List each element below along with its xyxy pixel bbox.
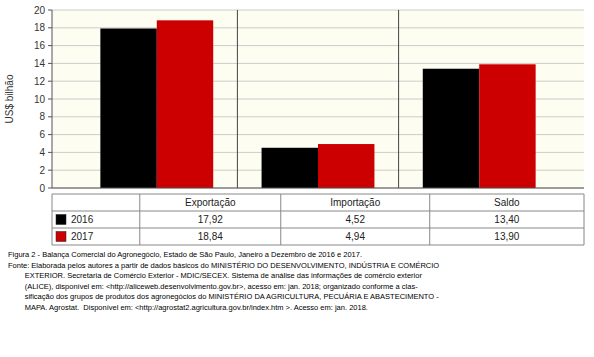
bar	[479, 64, 535, 188]
grid-line	[52, 10, 584, 11]
category-label: Saldo	[494, 197, 520, 208]
tick-label: 2	[39, 165, 45, 176]
tick-mark	[48, 188, 52, 189]
table-rule	[52, 245, 584, 246]
grid-line	[52, 188, 584, 189]
bar	[100, 29, 156, 188]
table-rule	[52, 211, 584, 212]
data-label: 17,92	[198, 214, 223, 225]
tick-mark	[48, 170, 52, 171]
tick-label: 0	[39, 183, 45, 194]
tick-label: 12	[34, 76, 46, 87]
tick-label: 18	[34, 22, 46, 33]
legend-label: 2017	[71, 231, 94, 242]
chart: 0 2 4 6 8 10 12 14 16 18 20 US$ bilhão Exportação Imp…	[0, 0, 594, 357]
tick-label: 16	[34, 40, 46, 51]
table-rule	[139, 194, 140, 245]
tick-label: 14	[34, 58, 46, 69]
tick-label: 10	[34, 94, 46, 105]
annotation: sificação dos grupos de produtos dos agr…	[8, 292, 439, 301]
bar	[318, 144, 374, 188]
table-rule	[52, 194, 53, 245]
tick-label: 6	[39, 129, 45, 140]
table-rule	[52, 194, 584, 195]
data-label: 13,40	[494, 214, 519, 225]
annotation: EXTERIOR. Secretaria de Comércio Exterio…	[8, 271, 422, 280]
category-label: Exportação	[185, 197, 236, 208]
annotation: MAPA. Agrostat. Disponível em: <http://a…	[8, 303, 368, 312]
tick-mark	[48, 134, 52, 135]
annotation: (ALICE), disponível em: <http://aliceweb…	[8, 282, 418, 291]
data-table: Exportação Importação Saldo 2016 17,92 4,52 13…	[52, 194, 584, 245]
bar	[423, 69, 479, 188]
legend-swatch	[56, 215, 66, 225]
x-axis-line	[52, 188, 584, 189]
table-rule	[429, 194, 430, 245]
tick-mark	[48, 45, 52, 46]
group-divider	[237, 10, 238, 188]
tick-mark	[48, 116, 52, 117]
tick-label: 8	[39, 111, 45, 122]
tick-mark	[48, 27, 52, 28]
axis-label: US$ bilhão	[4, 74, 15, 123]
tick-mark	[48, 63, 52, 64]
annotation: Fonte: Elaborada pelos autores a partir …	[8, 261, 439, 270]
tick-mark	[48, 99, 52, 100]
data-label: 13,90	[494, 231, 519, 242]
data-label: 18,84	[198, 231, 223, 242]
annotation: Figura 2 - Balança Comercial do Agronegó…	[8, 250, 362, 259]
table-rule	[280, 194, 281, 245]
legend-label: 2016	[71, 214, 94, 225]
bars	[100, 20, 535, 188]
y-axis-line	[52, 10, 53, 188]
y-axis: 0 2 4 6 8 10 12 14 16 18 20	[34, 5, 584, 194]
bar	[262, 148, 318, 188]
data-label: 4,94	[346, 231, 366, 242]
caption: Figura 2 - Balança Comercial do Agronegó…	[8, 250, 439, 312]
tick-mark	[48, 81, 52, 82]
grid-line	[52, 27, 584, 28]
tick-mark	[48, 10, 52, 11]
tick-mark	[48, 152, 52, 153]
category-label: Importação	[330, 197, 380, 208]
data-label: 4,52	[346, 214, 366, 225]
tick-label: 4	[39, 147, 45, 158]
table-rule	[584, 194, 585, 245]
legend-swatch	[56, 232, 66, 242]
tick-label: 20	[34, 5, 46, 16]
bar	[157, 20, 213, 188]
group-divider	[398, 10, 399, 188]
plot-background	[52, 10, 584, 188]
table-rule	[52, 228, 584, 229]
